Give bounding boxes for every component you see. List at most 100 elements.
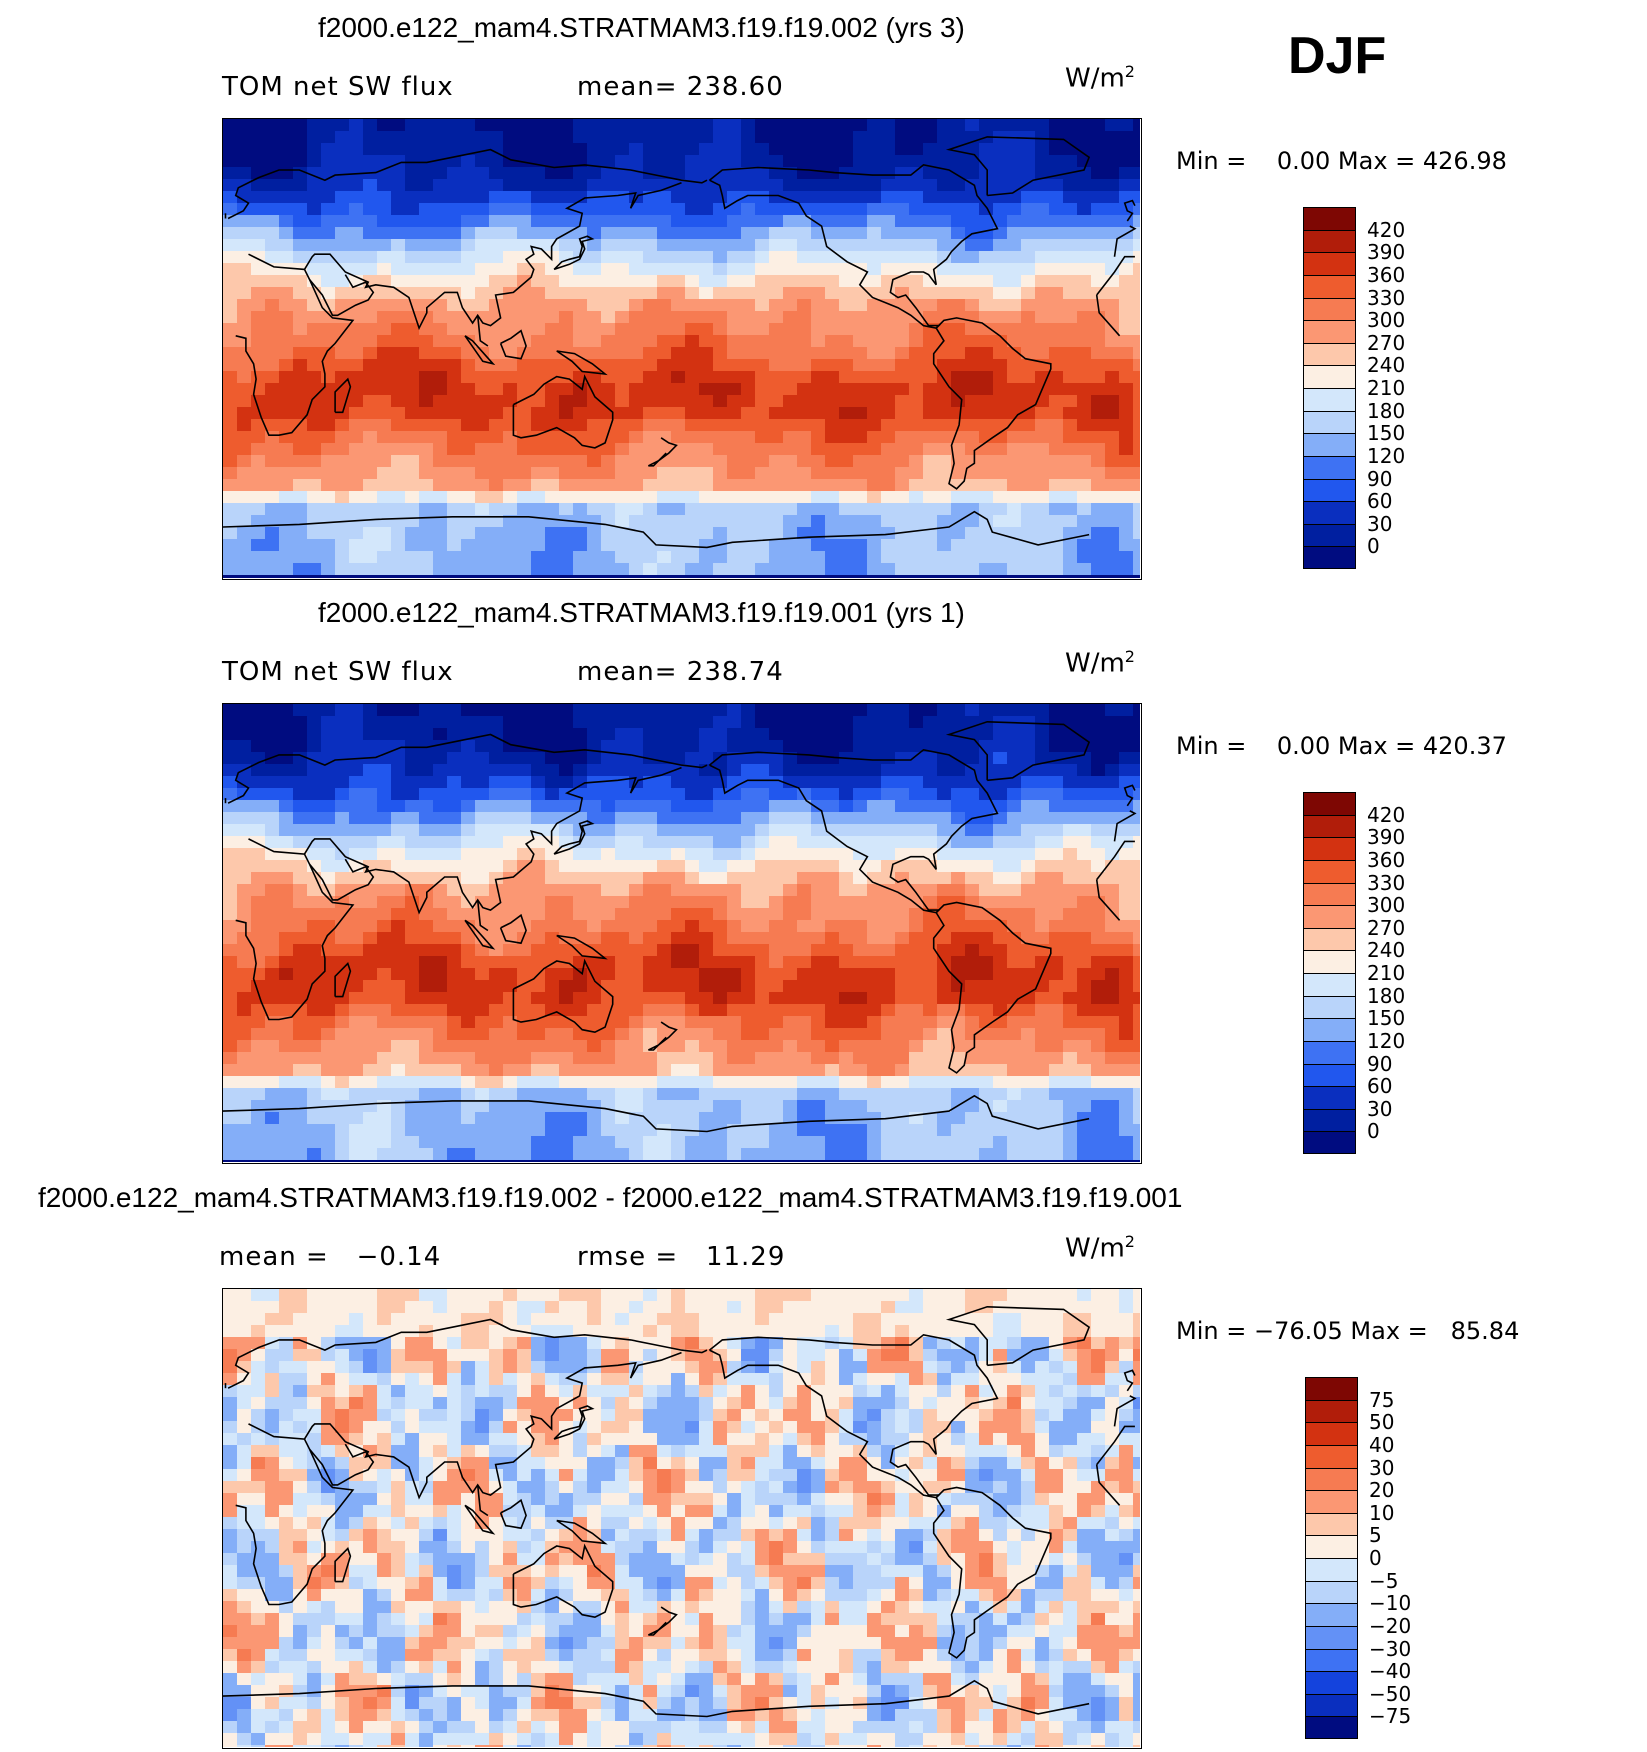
field-cell	[853, 431, 868, 444]
field-cell	[377, 1016, 392, 1029]
field-cell	[433, 1040, 448, 1053]
field-cell	[391, 215, 406, 228]
field-cell	[909, 467, 924, 480]
field-cell	[391, 956, 406, 969]
field-cell	[475, 131, 490, 144]
field-cell	[335, 467, 350, 480]
field-cell	[1133, 1064, 1140, 1077]
field-cell	[587, 575, 602, 578]
field-cell	[643, 1100, 658, 1113]
field-cell	[993, 1040, 1008, 1053]
field-cell	[965, 956, 980, 969]
field-cell	[223, 407, 238, 420]
field-cell	[937, 443, 952, 456]
field-cell	[377, 263, 392, 276]
field-cell	[1049, 992, 1064, 1005]
field-cell	[223, 371, 238, 384]
field-cell	[979, 944, 994, 957]
field-cell	[237, 551, 252, 564]
field-cell	[405, 920, 420, 933]
field-cell	[993, 992, 1008, 1005]
field-cell	[1035, 203, 1050, 216]
field-cell	[951, 455, 966, 468]
field-cell	[531, 299, 546, 312]
field-cell	[573, 419, 588, 432]
field-cell	[727, 956, 742, 969]
field-cell	[433, 551, 448, 564]
field-cell	[685, 1040, 700, 1053]
field-cell	[1007, 992, 1022, 1005]
field-cell	[447, 239, 462, 252]
field-cell	[293, 728, 308, 741]
field-cell	[587, 908, 602, 921]
field-cell	[825, 968, 840, 981]
field-cell	[923, 179, 938, 192]
field-cell	[1035, 1052, 1050, 1065]
field-cell	[741, 764, 756, 777]
field-cell	[769, 227, 784, 240]
field-cell	[825, 860, 840, 873]
field-cell	[1105, 335, 1120, 348]
field-cell	[1063, 323, 1078, 336]
field-cell	[307, 467, 322, 480]
field-cell	[685, 515, 700, 528]
field-cell	[377, 455, 392, 468]
field-cell	[293, 155, 308, 168]
field-cell	[937, 728, 952, 741]
field-cell	[797, 383, 812, 396]
field-cell	[713, 323, 728, 336]
field-cell	[1105, 395, 1120, 408]
field-cell	[993, 143, 1008, 156]
field-cell	[503, 311, 518, 324]
field-cell	[321, 575, 336, 578]
field-cell	[377, 992, 392, 1005]
field-cell	[615, 944, 630, 957]
field-cell	[951, 872, 966, 885]
field-cell	[1119, 323, 1134, 336]
field-cell	[979, 704, 994, 717]
field-cell	[671, 716, 686, 729]
field-cell	[489, 872, 504, 885]
field-cell	[909, 968, 924, 981]
field-cell	[321, 860, 336, 873]
field-cell	[643, 860, 658, 873]
field-cell	[587, 143, 602, 156]
field-cell	[251, 395, 266, 408]
field-cell	[1091, 347, 1106, 360]
field-cell	[475, 872, 490, 885]
field-cell	[265, 347, 280, 360]
field-cell	[321, 155, 336, 168]
field-cell	[475, 539, 490, 552]
field-cell	[531, 752, 546, 765]
field-cell	[951, 167, 966, 180]
field-cell	[237, 968, 252, 981]
field-cell	[349, 956, 364, 969]
field-cell	[657, 527, 672, 540]
field-cell	[559, 872, 574, 885]
field-cell	[587, 824, 602, 837]
field-cell	[363, 716, 378, 729]
field-cell	[517, 800, 532, 813]
field-cell	[895, 800, 910, 813]
field-cell	[531, 908, 546, 921]
field-cell	[377, 1004, 392, 1017]
field-cell	[293, 527, 308, 540]
field-cell	[531, 287, 546, 300]
field-cell	[713, 287, 728, 300]
field-cell	[615, 263, 630, 276]
field-cell	[881, 1088, 896, 1101]
field-cell	[741, 143, 756, 156]
field-cell	[237, 956, 252, 969]
field-cell	[895, 752, 910, 765]
field-cell	[1035, 1064, 1050, 1077]
field-cell	[475, 263, 490, 276]
field-cell	[237, 299, 252, 312]
field-cell	[307, 908, 322, 921]
field-cell	[755, 455, 770, 468]
field-cell	[965, 275, 980, 288]
field-cell	[363, 239, 378, 252]
field-cell	[811, 191, 826, 204]
field-cell	[783, 383, 798, 396]
field-cell	[909, 944, 924, 957]
field-cell	[699, 263, 714, 276]
